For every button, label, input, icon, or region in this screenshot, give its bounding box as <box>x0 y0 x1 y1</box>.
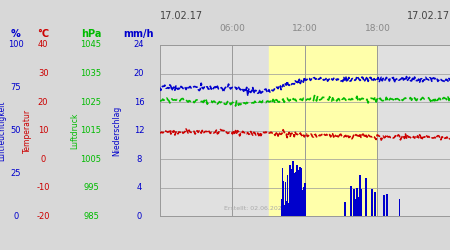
Bar <box>285 182 286 216</box>
Bar <box>383 195 385 216</box>
Bar <box>282 168 284 216</box>
Bar <box>360 205 362 216</box>
Text: 0: 0 <box>136 212 142 221</box>
Text: 06:00: 06:00 <box>220 24 245 33</box>
Text: 30: 30 <box>38 69 49 78</box>
Text: 25: 25 <box>11 169 21 178</box>
Text: 1005: 1005 <box>81 155 102 164</box>
Text: °C: °C <box>37 29 49 39</box>
Bar <box>357 208 359 216</box>
Text: 12: 12 <box>134 126 144 135</box>
Bar <box>292 206 293 216</box>
Bar <box>350 186 352 216</box>
Text: Niederschlag: Niederschlag <box>112 106 121 156</box>
Bar <box>399 199 400 216</box>
Bar <box>353 188 355 216</box>
Text: 1035: 1035 <box>81 69 102 78</box>
Bar <box>284 205 285 216</box>
Text: 17.02.17: 17.02.17 <box>407 11 450 21</box>
Text: %: % <box>11 29 21 39</box>
Bar <box>294 173 296 216</box>
Text: 1045: 1045 <box>81 40 102 50</box>
Text: 16: 16 <box>134 98 144 106</box>
Text: 50: 50 <box>11 126 21 135</box>
Bar <box>288 203 289 216</box>
Bar <box>344 202 346 216</box>
Text: 17.02.17: 17.02.17 <box>160 11 203 21</box>
Text: 1025: 1025 <box>81 98 102 106</box>
Bar <box>387 194 388 216</box>
Bar <box>301 208 303 216</box>
Bar <box>296 165 298 216</box>
Bar <box>304 183 306 216</box>
Text: 0: 0 <box>14 212 18 221</box>
Bar <box>281 199 283 216</box>
Bar <box>287 175 288 216</box>
Text: mm/h: mm/h <box>124 29 154 39</box>
Bar <box>293 176 295 216</box>
Bar <box>299 167 301 216</box>
Bar <box>289 165 291 216</box>
Bar <box>303 187 305 216</box>
Bar <box>302 190 304 216</box>
Text: Temperatur: Temperatur <box>22 108 32 153</box>
Text: 20: 20 <box>38 98 49 106</box>
Text: -20: -20 <box>36 212 50 221</box>
Text: 1015: 1015 <box>81 126 102 135</box>
Bar <box>359 197 361 216</box>
Text: 40: 40 <box>38 40 49 50</box>
Text: 10: 10 <box>38 126 49 135</box>
Bar <box>360 189 361 216</box>
Bar <box>356 206 357 216</box>
Bar <box>355 198 356 216</box>
Text: Erstellt: 02.06.2025 14:23: Erstellt: 02.06.2025 14:23 <box>224 206 305 211</box>
Text: 4: 4 <box>136 183 142 192</box>
Bar <box>295 172 297 216</box>
Bar <box>283 181 284 216</box>
Bar <box>269 45 378 216</box>
Bar <box>286 201 288 216</box>
Text: 995: 995 <box>83 183 99 192</box>
Text: 8: 8 <box>136 155 142 164</box>
Bar <box>298 170 300 216</box>
Text: 18:00: 18:00 <box>364 24 391 33</box>
Text: 985: 985 <box>83 212 99 221</box>
Text: 0: 0 <box>40 155 46 164</box>
Bar <box>356 188 358 216</box>
Text: Luftfeuchtigkeit: Luftfeuchtigkeit <box>0 100 6 161</box>
Bar <box>374 192 376 216</box>
Bar <box>290 169 292 216</box>
Text: -10: -10 <box>36 183 50 192</box>
Bar <box>288 187 290 216</box>
Text: 24: 24 <box>134 40 144 50</box>
Bar <box>365 178 367 216</box>
Bar <box>359 176 361 216</box>
Text: 75: 75 <box>11 83 21 92</box>
Bar <box>292 161 294 216</box>
Text: 20: 20 <box>134 69 144 78</box>
Bar <box>358 197 360 216</box>
Text: hPa: hPa <box>81 29 101 39</box>
Bar <box>300 168 302 216</box>
Bar <box>371 190 373 216</box>
Bar <box>297 202 299 216</box>
Text: 12:00: 12:00 <box>292 24 318 33</box>
Text: Luftdruck: Luftdruck <box>71 112 80 149</box>
Text: 100: 100 <box>8 40 24 50</box>
